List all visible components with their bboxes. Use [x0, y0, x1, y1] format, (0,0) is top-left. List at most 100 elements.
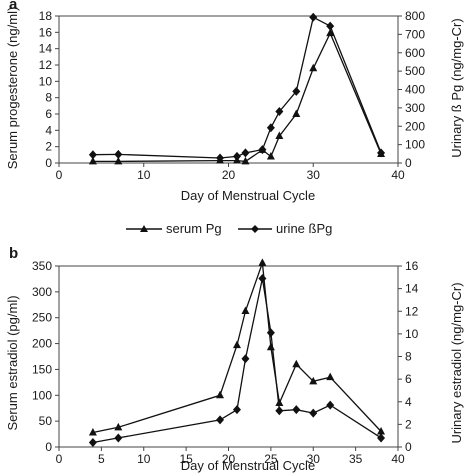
panel-a-serum-series-point	[266, 151, 275, 160]
panel-a-right-y-tick-label: 200	[405, 119, 425, 133]
panel-b-left-y-tick-label: 200	[32, 337, 52, 351]
panel-b-urine-series-point	[275, 406, 284, 416]
panel-a-urine-series-point	[275, 107, 284, 117]
panel-a-left-axis-title: Serum progesterone (ng/ml)	[5, 7, 20, 170]
panel-a-left-y-tick-label: 10	[39, 74, 53, 88]
panel-a-urine-series-point	[266, 123, 275, 133]
panel-b-serum-series-point	[377, 426, 386, 435]
panel-b-serum-series-point	[326, 372, 335, 381]
panel-a-serum-series-point	[309, 63, 318, 72]
panel-b-urine-series-point	[309, 408, 318, 418]
panel-a-left-y-tick-label: 4	[45, 123, 52, 137]
panel-b-letter: b	[9, 245, 18, 262]
panel-a-right-y-tick-label: 0	[405, 156, 412, 170]
panel-b-x-tick-label: 10	[137, 452, 151, 466]
panel-a-right-y-tick-label: 300	[405, 101, 425, 115]
panel-b-serum-series-point	[232, 340, 241, 349]
panel-b-x-tick-label: 5	[98, 452, 105, 466]
panel-b-serum-series-point	[266, 342, 275, 351]
panel-b-x-tick-label: 35	[349, 452, 363, 466]
panel-b-urine-series-point	[241, 354, 250, 364]
panel-a-x-tick-label: 0	[56, 168, 63, 182]
panel-a-urine-series-point	[326, 21, 335, 31]
panel-a-urine-series-line	[92, 16, 382, 159]
panel-a-right-y-tick-label: 600	[405, 46, 425, 60]
panel-a-x-tick-label: 30	[307, 168, 321, 182]
panel-b-left-y-tick-label: 50	[39, 414, 53, 428]
panel-b-left-axis-title: Serum estradiol (pg/ml)	[5, 295, 20, 430]
panel-b-right-y-tick-label: 14	[405, 282, 419, 296]
panel-b-left-y-tick-label: 150	[32, 362, 52, 376]
panel-b-urine-series-point	[326, 400, 335, 410]
panel-b-x-tick-label: 25	[264, 452, 278, 466]
panel-a-left-y-tick-label: 0	[45, 156, 52, 170]
panel-b-x-tick-label: 40	[391, 452, 405, 466]
panel-b-serum-series-point	[309, 376, 318, 385]
panel-a-x-tick-label: 40	[391, 168, 405, 182]
legend: serum Pg urine ßPg	[126, 221, 332, 236]
legend-serum-pg-marker	[140, 225, 148, 232]
panel-b-urine-series-point	[266, 328, 275, 338]
panel-a-right-axis-title: Urinary ß Pg (ng/mg-Cr)	[449, 18, 464, 157]
panel-b-urine-series-point	[377, 433, 386, 443]
panel-a-right-y-tick-label: 500	[405, 64, 425, 78]
panel-a-left-y-tick-label: 14	[39, 42, 53, 56]
panel-a-serum-series-point	[88, 156, 97, 165]
panel-b-serum-series-point	[114, 422, 123, 431]
panel-a-urine-series-point	[216, 153, 225, 163]
panel-b-urine-series-point	[114, 433, 123, 443]
panel-b-serum-series-point	[258, 258, 267, 266]
panel-a-left-y-tick-label: 16	[39, 25, 53, 39]
panel-a-serum-series-point	[292, 109, 301, 117]
panel-b: b 0 5 10 15 20 25 30 35 400501001502002503003500…	[5, 245, 464, 473]
panel-a-urine-series-point	[88, 150, 97, 160]
panel-a-urine-series-point	[241, 148, 250, 158]
panel-a-serum-series-point	[326, 28, 335, 37]
panel-b-right-y-tick-label: 10	[405, 327, 419, 341]
panel-a-right-y-tick-label: 100	[405, 138, 425, 152]
panel-b-serum-series-point	[292, 359, 301, 368]
panel-a-serum-series-point	[241, 156, 250, 165]
panel-b-urine-series-line	[92, 278, 382, 444]
panel-a-plot: 0 10 20 30 400246810121416180100200300400500…	[39, 9, 426, 182]
panel-b-urine-series-point	[216, 415, 225, 425]
panel-a-urine-series-point	[114, 149, 123, 159]
panel-a-urine-series-point	[309, 12, 318, 22]
panel-b-serum-series-point	[216, 390, 225, 399]
panel-a-x-tick-label: 10	[137, 168, 151, 182]
panel-a-serum-series-line	[92, 31, 382, 163]
panel-a-letter: a	[9, 0, 18, 13]
panel-b-right-y-tick-label: 4	[405, 395, 412, 409]
panel-a-urine-series-point	[258, 145, 267, 155]
panel-a-left-y-tick-label: 8	[45, 91, 52, 105]
panel-a-left-y-tick-label: 2	[45, 140, 52, 154]
panel-a-urine-series-point	[377, 148, 386, 158]
panel-b-urine-series-point	[232, 405, 241, 415]
panel-b-right-y-tick-label: 8	[405, 350, 412, 364]
panel-b-x-tick-label: 30	[307, 452, 321, 466]
panel-a-right-y-tick-label: 700	[405, 27, 425, 41]
panel-a-x-tick-label: 20	[222, 168, 236, 182]
panel-b-left-y-tick-label: 0	[45, 440, 52, 454]
panel-b-serum-series-point	[241, 306, 250, 314]
panel-a-urine-series-point	[292, 86, 301, 96]
panel-a-urine-series-point	[232, 151, 241, 161]
panel-b-right-y-tick-label: 0	[405, 440, 412, 454]
panel-b-right-y-tick-label: 6	[405, 372, 412, 386]
panel-b-left-y-tick-label: 350	[32, 259, 52, 273]
panel-b-urine-series-point	[258, 273, 267, 283]
panel-b-serum-series-point	[275, 398, 284, 407]
legend-urine-bpg-label: urine ßPg	[276, 221, 332, 236]
panel-b-x-tick-label: 0	[56, 452, 63, 466]
panel-b-left-y-tick-label: 300	[32, 285, 52, 299]
panel-b-left-y-tick-label: 250	[32, 311, 52, 325]
panel-b-right-y-tick-label: 12	[405, 304, 419, 318]
panel-b-right-axis-title: Urinary estradiol (ng/mg-Cr)	[449, 282, 464, 443]
panel-a-left-y-tick-label: 12	[39, 58, 53, 72]
legend-urine-bpg-marker	[251, 225, 259, 233]
panel-b-urine-series-point	[292, 405, 301, 415]
panel-a: a 0 10 20 30 4002468101214161801002003004005…	[5, 0, 464, 236]
panel-b-x-tick-label: 15	[179, 452, 193, 466]
panel-a-right-y-tick-label: 400	[405, 83, 425, 97]
